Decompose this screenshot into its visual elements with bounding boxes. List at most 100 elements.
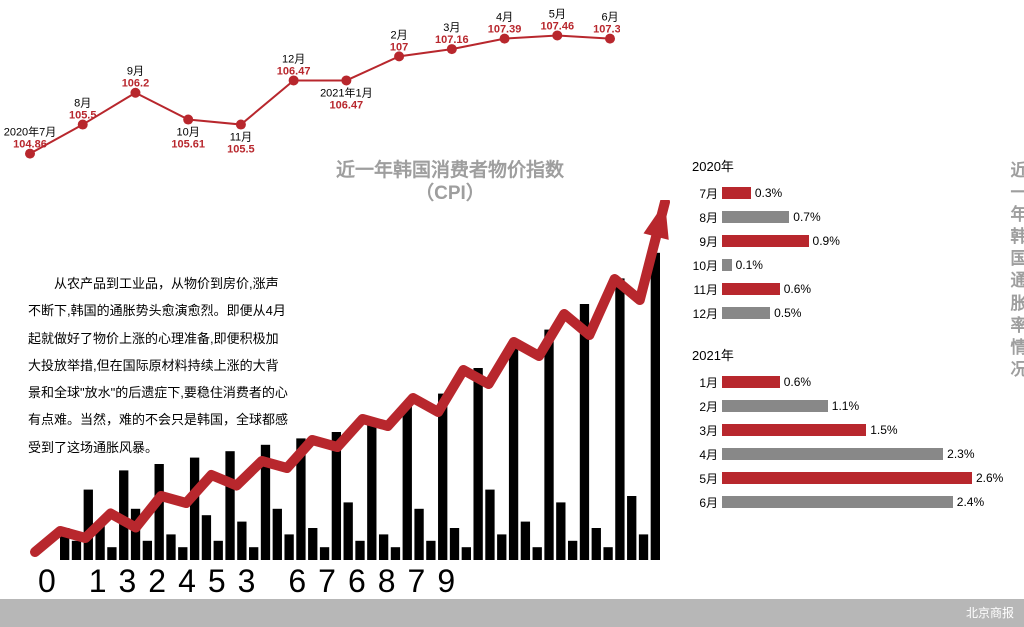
barcode-bar [225, 451, 234, 560]
cpi-point [341, 75, 351, 85]
rate-value: 0.7% [789, 210, 820, 224]
rate-month: 7月 [684, 185, 722, 202]
rate-value: 1.5% [866, 423, 897, 437]
barcode-bar [497, 534, 506, 560]
barcode-bar [473, 368, 482, 560]
rate-month: 2月 [684, 398, 722, 415]
cpi-point-value: 106.47 [277, 65, 311, 77]
footer-bar [0, 599, 1024, 627]
rate-row: 2月 1.1% [684, 394, 1014, 418]
cpi-point-month: 3月 [443, 22, 460, 34]
rate-bar [722, 472, 972, 484]
barcode-bar [651, 253, 660, 560]
rate-month: 1月 [684, 374, 722, 391]
inflation-rate-title: 近一年韩国通胀率情况 [1010, 160, 1024, 381]
cpi-point [236, 120, 246, 130]
footer-source-text: 北京商报 [966, 604, 1014, 621]
cpi-point-month: 12月 [282, 53, 305, 65]
cpi-point-value: 105.61 [171, 139, 205, 151]
barcode-bar [615, 278, 624, 560]
barcode-bar [143, 541, 152, 560]
barcode-bar [403, 406, 412, 560]
rate-month: 3月 [684, 422, 722, 439]
rate-bar [722, 235, 809, 247]
rate-row: 6月 2.4% [684, 490, 1014, 514]
barcode-bar [249, 547, 258, 560]
rate-bar [722, 211, 789, 223]
rate-bar [722, 424, 866, 436]
rate-row: 4月2.3% [684, 442, 1014, 466]
rate-row: 11月0.6% [684, 277, 1014, 301]
rate-row: 12月0.5% [684, 301, 1014, 325]
rate-month: 11月 [684, 281, 722, 298]
barcode-bar [568, 541, 577, 560]
rate-row: 10月0.1% [684, 253, 1014, 277]
barcode-arrow-head [643, 202, 668, 240]
cpi-point-value: 107.39 [593, 24, 620, 36]
rate-bar [722, 307, 770, 319]
rate-row: 7月0.3% [684, 181, 1014, 205]
barcode-bar [485, 490, 494, 560]
rate-bar [722, 400, 828, 412]
barcode-bar [308, 528, 317, 560]
barcode-bar [544, 330, 553, 560]
barcode-bar [438, 394, 447, 560]
rate-value: 0.6% [780, 375, 811, 389]
barcode-bar [202, 515, 211, 560]
rate-month: 4月 [684, 446, 722, 463]
rate-row: 8月 0.7% [684, 205, 1014, 229]
rate-bar [722, 283, 780, 295]
rate-value: 2.4% [953, 495, 984, 509]
barcode-bar [344, 502, 353, 560]
cpi-chart-title: 近一年韩国消费者物价指数 （CPI） [300, 160, 600, 206]
barcode-bar [155, 464, 164, 560]
barcode-bar [391, 547, 400, 560]
barcode-bar [556, 502, 565, 560]
barcode-bar [237, 522, 246, 560]
barcode-bar [603, 547, 612, 560]
cpi-point-month: 9月 [127, 66, 144, 78]
barcode-bar [509, 342, 518, 560]
cpi-point-value: 105.5 [227, 144, 255, 156]
rate-bar [722, 187, 751, 199]
rate-value: 0.5% [770, 306, 801, 320]
inflation-rate-chart: 2020年7月0.3%8月0.7%9月0.9%10月0.1%11月0.6%12月… [684, 150, 1014, 600]
rate-month: 8月 [684, 209, 722, 226]
barcode-bar [462, 547, 471, 560]
cpi-point-value: 104.86 [13, 139, 47, 151]
rate-value: 2.6% [972, 471, 1003, 485]
rate-bar [722, 259, 732, 271]
cpi-point-value: 107.46 [540, 20, 574, 32]
barcode-bar [190, 458, 199, 560]
barcode-bar [450, 528, 459, 560]
cpi-point [183, 115, 193, 125]
barcode-bar [214, 541, 223, 560]
barcode-bar [426, 541, 435, 560]
cpi-title-text: 近一年韩国消费者物价指数 [336, 160, 564, 181]
rate-row: 5月2.6% [684, 466, 1014, 490]
cpi-point-month: 4月 [496, 12, 513, 24]
barcode-bar [166, 534, 175, 560]
rate-bar [722, 496, 953, 508]
rate-month: 6月 [684, 494, 722, 511]
barcode-bar [355, 541, 364, 560]
barcode-bar [72, 541, 81, 560]
barcode-bar [639, 534, 648, 560]
cpi-point-month: 2020年7月 [4, 125, 57, 139]
barcode-bar [84, 490, 93, 560]
body-paragraph: 从农产品到工业品，从物价到房价,涨声不断下,韩国的通胀势头愈演愈烈。即便从4月起… [28, 270, 288, 461]
rate-value: 0.1% [732, 258, 763, 272]
barcode-bar [178, 547, 187, 560]
cpi-point-month: 6月 [601, 12, 618, 24]
cpi-point-value: 107.39 [488, 24, 522, 36]
barcode-bar [414, 509, 423, 560]
barcode-bar [592, 528, 601, 560]
infographic-canvas: 2020年7月104.868月105.59月106.210月105.6111月1… [0, 0, 1024, 627]
barcode-bar [367, 419, 376, 560]
cpi-point-month: 5月 [549, 8, 566, 20]
rate-value: 1.1% [828, 399, 859, 413]
barcode-bar [107, 547, 116, 560]
cpi-point-value: 107 [390, 41, 408, 53]
cpi-point-value: 106.47 [330, 99, 364, 111]
cpi-point-month: 10月 [177, 127, 200, 139]
